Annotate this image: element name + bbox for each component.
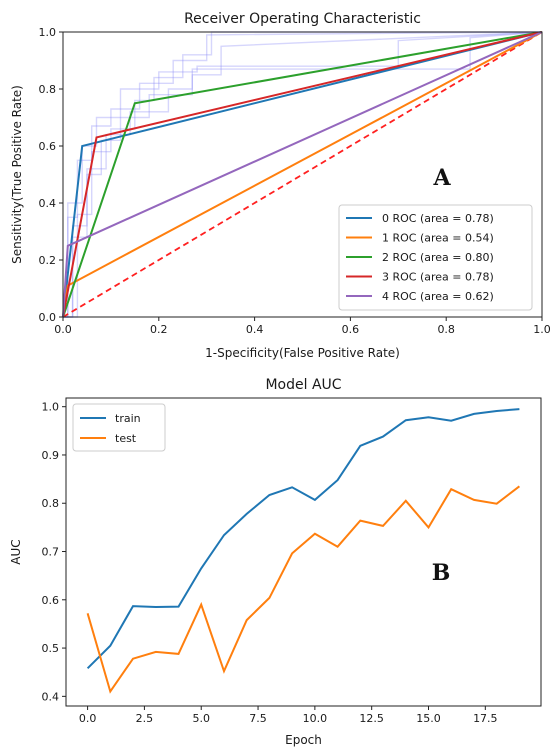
roc-chance-diagonal [62, 31, 543, 318]
auc-y-tick-label: 0.7 [42, 546, 60, 559]
roc-x-tick-label: 0.6 [342, 323, 360, 336]
roc-legend-box [338, 204, 533, 311]
roc-background-curve-0 [63, 31, 543, 318]
roc-x-tick-label: 1.0 [533, 323, 551, 336]
roc-plot-frame [62, 31, 543, 318]
auc-y-tick-label: 1.0 [42, 401, 60, 414]
roc-y-tick-label: 1.0 [39, 26, 57, 39]
auc-series-line-0 [86, 408, 520, 670]
auc-legend-label: test [115, 432, 137, 445]
auc-y-tick-label: 0.9 [42, 449, 60, 462]
auc-x-tick-label: 10.0 [303, 712, 328, 725]
panel-label-b: B [432, 560, 451, 586]
roc-y-tick-label: 0.0 [39, 311, 57, 324]
auc-x-axis-label: Epoch [285, 733, 322, 747]
roc-legend-label: 3 ROC (area = 0.78) [382, 271, 494, 284]
roc-y-tick-label: 0.4 [39, 197, 57, 210]
auc-y-tick-label: 0.8 [42, 497, 60, 510]
auc-legend-label: train [115, 412, 141, 425]
roc-y-tick-label: 0.8 [39, 83, 57, 96]
auc-x-tick-label: 0.0 [79, 712, 97, 725]
roc-x-tick-label: 0.0 [54, 323, 72, 336]
auc-title: Model AUC [265, 377, 341, 393]
roc-x-axis-label: 1-Specificity(False Positive Rate) [205, 346, 400, 360]
auc-y-tick-label: 0.5 [42, 642, 60, 655]
roc-series-line-3 [62, 31, 543, 318]
roc-x-tick-label: 0.4 [246, 323, 264, 336]
auc-y-axis-label: AUC [9, 539, 23, 564]
roc-x-tick-label: 0.2 [150, 323, 168, 336]
auc-x-tick-label: 2.5 [136, 712, 154, 725]
panel-label-a: A [432, 165, 451, 191]
roc-x-tick-label: 0.8 [437, 323, 455, 336]
roc-legend-label: 0 ROC (area = 0.78) [382, 212, 494, 225]
roc-y-axis-label: Sensitivity(True Positive Rate) [10, 85, 24, 264]
roc-series-line-2 [62, 31, 543, 318]
roc-axis-ticks: 0.0 0.2 0.4 0.6 0.8 1.0 0.0 0.2 0.4 0.6 0.8 1.0 [39, 26, 551, 336]
roc-title: Receiver Operating Characteristic [184, 11, 421, 27]
roc-series [62, 31, 543, 318]
auc-legend-box [72, 403, 166, 452]
roc-chart: Receiver Operating Characteristic 1-Spec… [10, 11, 551, 360]
roc-series-line-0 [62, 31, 543, 318]
auc-series [86, 408, 521, 694]
auc-x-tick-label: 17.5 [473, 712, 498, 725]
auc-x-tick-label: 5.0 [192, 712, 210, 725]
roc-legend: 0 ROC (area = 0.78) 1 ROC (area = 0.54) 2 … [338, 204, 533, 311]
auc-y-tick-label: 0.6 [42, 594, 60, 607]
roc-legend-label: 1 ROC (area = 0.54) [382, 232, 494, 245]
auc-legend: train test [72, 403, 166, 452]
auc-y-tick-label: 0.4 [42, 690, 60, 703]
auc-x-tick-label: 7.5 [249, 712, 267, 725]
auc-axis-ticks: 0.0 2.5 5.0 7.5 10.0 12.5 15.0 17.5 0.4 0.5 0.6 0.7… [42, 401, 498, 725]
roc-y-tick-label: 0.6 [39, 140, 57, 153]
roc-y-tick-label: 0.2 [39, 254, 57, 267]
auc-x-tick-label: 15.0 [416, 712, 441, 725]
roc-series-line-4 [62, 31, 543, 318]
roc-background-curve-1 [63, 31, 543, 318]
roc-legend-label: 2 ROC (area = 0.80) [382, 251, 494, 264]
auc-plot-frame [65, 397, 542, 707]
auc-series-line-1 [86, 485, 521, 694]
roc-legend-label: 4 ROC (area = 0.62) [382, 290, 494, 303]
auc-chart: Model AUC Epoch AUC B 0.0 2.5 5.0 7.5 10.0 12… [9, 377, 542, 747]
auc-x-tick-label: 12.5 [359, 712, 384, 725]
roc-background-curve-4 [63, 31, 542, 318]
